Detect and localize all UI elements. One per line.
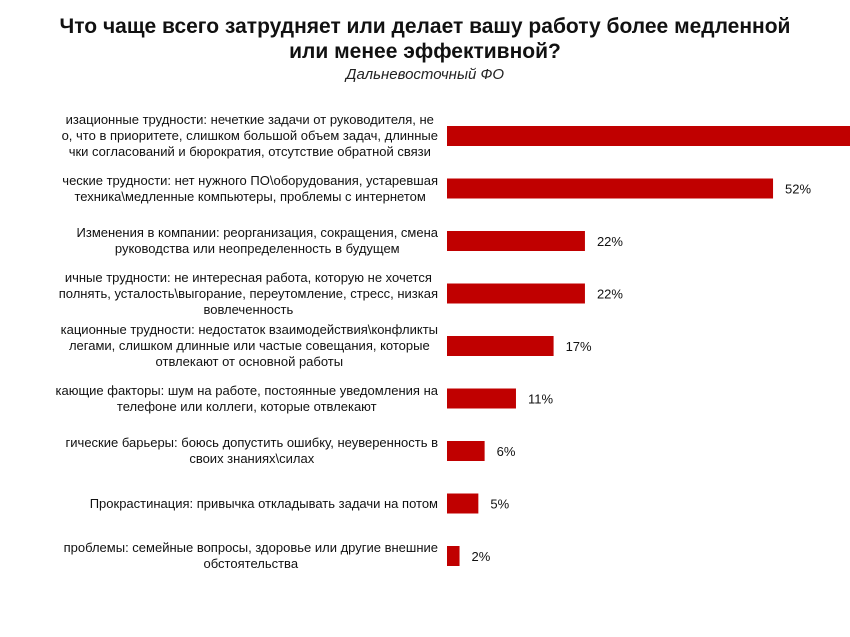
category-label-line: техника\медленные компьютеры, проблемы с… xyxy=(74,188,426,204)
category-label-line: проблемы: семейные вопросы, здоровье или… xyxy=(63,540,438,555)
category-label: кационные трудности: недостаток взаимоде… xyxy=(61,322,438,370)
chart-title-line-2: или менее эффективной? xyxy=(289,40,561,63)
category-label-line: кационные трудности: недостаток взаимоде… xyxy=(60,322,438,337)
category-label: гические барьеры: боюсь допустить ошибку… xyxy=(66,435,438,467)
bar xyxy=(447,546,460,566)
category-label-line: Прокрастинация: привычка откладывать зад… xyxy=(89,495,438,511)
value-label: 11% xyxy=(528,392,553,407)
bar xyxy=(447,441,485,461)
chart-title: Что чаще всего затрудняет или делает ваш… xyxy=(0,14,850,64)
category-label-line: чки согласований и бюрократия, отсутстви… xyxy=(68,144,431,159)
bar xyxy=(447,388,516,409)
category-label-line: ичные трудности: не интересная работа, к… xyxy=(64,269,432,285)
bar xyxy=(447,178,774,199)
category-label-line: ческие трудности: нет нужного ПО\оборудо… xyxy=(62,172,438,188)
category-label: кающие факторы: шум на работе, постоянны… xyxy=(56,383,438,415)
bar xyxy=(447,493,479,514)
value-label: 6% xyxy=(497,444,516,459)
category-label: Прокрастинация: привычка откладывать зад… xyxy=(90,496,438,512)
category-label-line: отвлекают от основной работы xyxy=(155,354,344,369)
category-label: ичные трудности: не интересная работа, к… xyxy=(59,270,438,318)
category-label-line: вовлеченность xyxy=(203,301,294,317)
category-label-line: руководства или неопределенность в будущ… xyxy=(114,241,400,256)
value-label: 17% xyxy=(566,339,592,354)
category-label-line: изационные трудности: нечеткие задачи от… xyxy=(65,112,434,127)
value-label: 2% xyxy=(472,549,491,564)
category-label-line: телефоне или коллеги, которые отвлекают xyxy=(116,398,377,414)
category-label-line: о, что в приоритете, слишком большой объ… xyxy=(61,128,438,143)
value-label: 22% xyxy=(597,234,623,249)
value-label: 52% xyxy=(785,182,811,197)
category-label: Изменения в компании: реорганизация, сок… xyxy=(77,225,438,257)
category-label: изационные трудности: нечеткие задачи от… xyxy=(62,112,438,160)
bar xyxy=(447,336,554,356)
value-label: 5% xyxy=(490,497,509,512)
category-label-line: Изменения в компании: реорганизация, сок… xyxy=(76,225,438,240)
category-label-line: гические барьеры: боюсь допустить ошибку… xyxy=(65,435,438,450)
category-label: ческие трудности: нет нужного ПО\оборудо… xyxy=(62,173,438,205)
bar xyxy=(447,126,850,146)
bar xyxy=(447,231,585,251)
category-label-line: легами, слишком длинные или частые совещ… xyxy=(68,338,430,353)
category-label-line: полнять, усталость\выгорание, переутомле… xyxy=(58,285,438,301)
category-label-line: обстоятельства xyxy=(203,556,299,571)
category-label-line: кающие факторы: шум на работе, постоянны… xyxy=(55,382,438,398)
chart-title-line-1: Что чаще всего затрудняет или делает ваш… xyxy=(59,15,791,38)
category-label-line: своих знаниях\силах xyxy=(189,451,315,466)
value-label: 22% xyxy=(597,287,623,302)
chart-subtitle: Дальневосточный ФО xyxy=(345,66,505,83)
category-label: проблемы: семейные вопросы, здоровье или… xyxy=(64,540,438,572)
bar xyxy=(447,283,585,304)
